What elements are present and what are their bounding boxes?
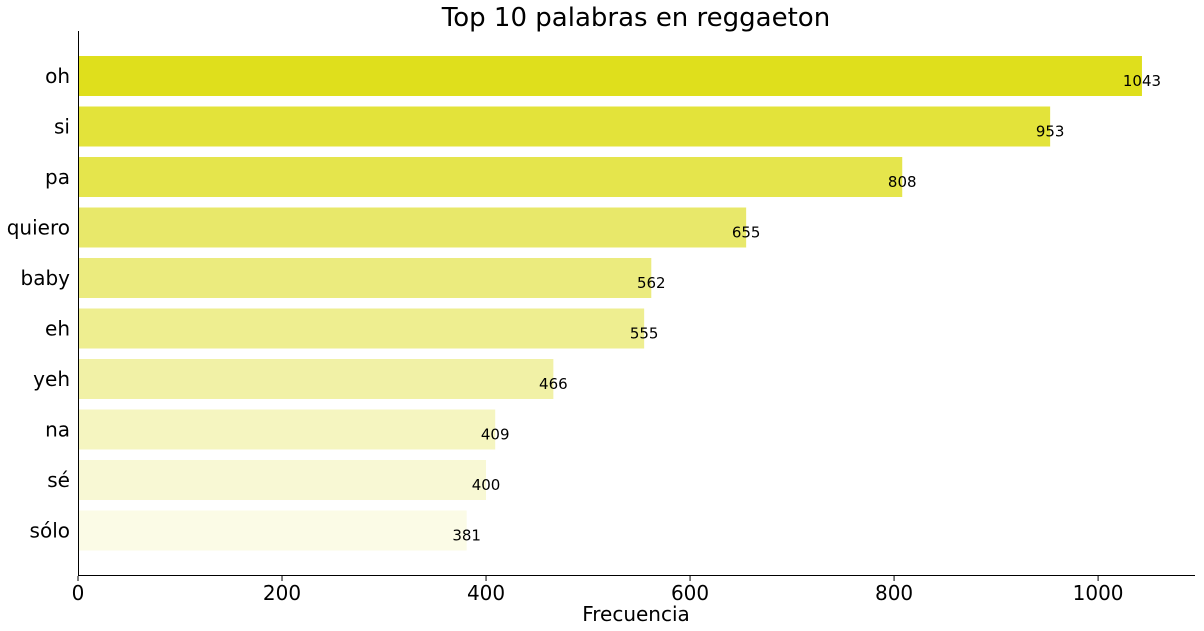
bar-1 bbox=[79, 106, 1051, 147]
bars-group bbox=[79, 56, 1142, 551]
x-tick-label: 400 bbox=[467, 581, 505, 605]
x-axis-title: Frecuencia bbox=[582, 602, 690, 626]
x-axis-ticks: 0 200 400 600 800 1000 bbox=[72, 576, 1124, 605]
category-label: na bbox=[45, 418, 70, 442]
data-label: 808 bbox=[888, 173, 917, 191]
chart-title: Top 10 palabras en reggaeton bbox=[441, 3, 830, 33]
data-label: 409 bbox=[481, 426, 510, 444]
category-label: pa bbox=[45, 165, 70, 189]
bar-6 bbox=[79, 359, 554, 399]
data-label: 400 bbox=[472, 476, 501, 494]
bar-5 bbox=[79, 308, 645, 349]
category-label: eh bbox=[45, 317, 70, 341]
category-label: sólo bbox=[30, 519, 70, 543]
category-label: baby bbox=[21, 266, 71, 290]
bar-9 bbox=[79, 510, 467, 551]
data-label: 655 bbox=[732, 224, 761, 242]
bar-3 bbox=[79, 207, 747, 248]
x-tick-label: 200 bbox=[263, 581, 301, 605]
x-tick-label: 0 bbox=[72, 581, 85, 605]
data-label: 1043 bbox=[1123, 72, 1161, 90]
bar-2 bbox=[79, 157, 903, 197]
data-labels: 1043 953 808 655 562 555 466 409 400 381 bbox=[452, 72, 1161, 545]
bar-0 bbox=[79, 56, 1142, 96]
x-tick-label: 1000 bbox=[1073, 581, 1124, 605]
bar-8 bbox=[79, 460, 487, 500]
x-tick-label: 600 bbox=[671, 581, 709, 605]
category-label: oh bbox=[45, 64, 70, 88]
bar-7 bbox=[79, 409, 496, 450]
data-label: 381 bbox=[452, 527, 481, 545]
data-label: 555 bbox=[630, 325, 659, 343]
data-label: 466 bbox=[539, 375, 568, 393]
category-label: si bbox=[54, 115, 70, 139]
category-labels: oh si pa quiero baby eh yeh na sé sólo bbox=[7, 64, 70, 543]
data-label: 953 bbox=[1036, 123, 1065, 141]
x-tick-label: 800 bbox=[875, 581, 913, 605]
bar-4 bbox=[79, 258, 652, 298]
category-label: yeh bbox=[33, 367, 70, 391]
data-label: 562 bbox=[637, 274, 666, 292]
category-label: quiero bbox=[7, 216, 70, 240]
category-label: sé bbox=[47, 468, 70, 492]
